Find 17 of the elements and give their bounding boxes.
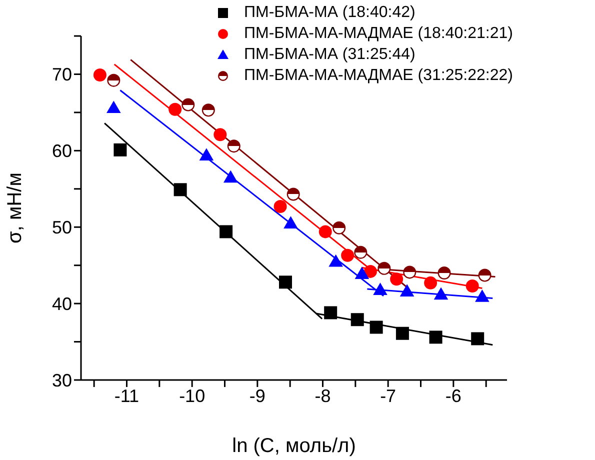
x-axis-title: ln (C, моль/л) <box>232 435 356 457</box>
y-tick-label: 50 <box>52 218 72 238</box>
legend-label: ПМ-БМА-МА-МАДМАЕ (18:40:21:21) <box>244 24 513 44</box>
y-axis-title: σ, мН/м <box>4 172 26 244</box>
x-tick-label: -11 <box>114 386 140 406</box>
x-tick-label: -9 <box>249 386 266 406</box>
x-tick-label: -6 <box>445 386 462 406</box>
x-tick-label: -7 <box>380 386 396 406</box>
x-tick-label: -10 <box>179 386 206 406</box>
y-tick-label: 60 <box>52 141 72 162</box>
y-tick-label: 30 <box>52 370 72 390</box>
y-tick-label: 70 <box>52 64 72 85</box>
y-tick-label: 40 <box>52 294 72 314</box>
legend-label: ПМ-БМА-МА (18:40:42) <box>244 3 416 23</box>
x-tick-label: -8 <box>314 386 331 406</box>
legend-label: ПМ-БМА-МА-МАДМАЕ (31:25:22:22) <box>244 66 513 86</box>
legend-label: ПМ-БМА-МА (31:25:44) <box>244 45 416 65</box>
